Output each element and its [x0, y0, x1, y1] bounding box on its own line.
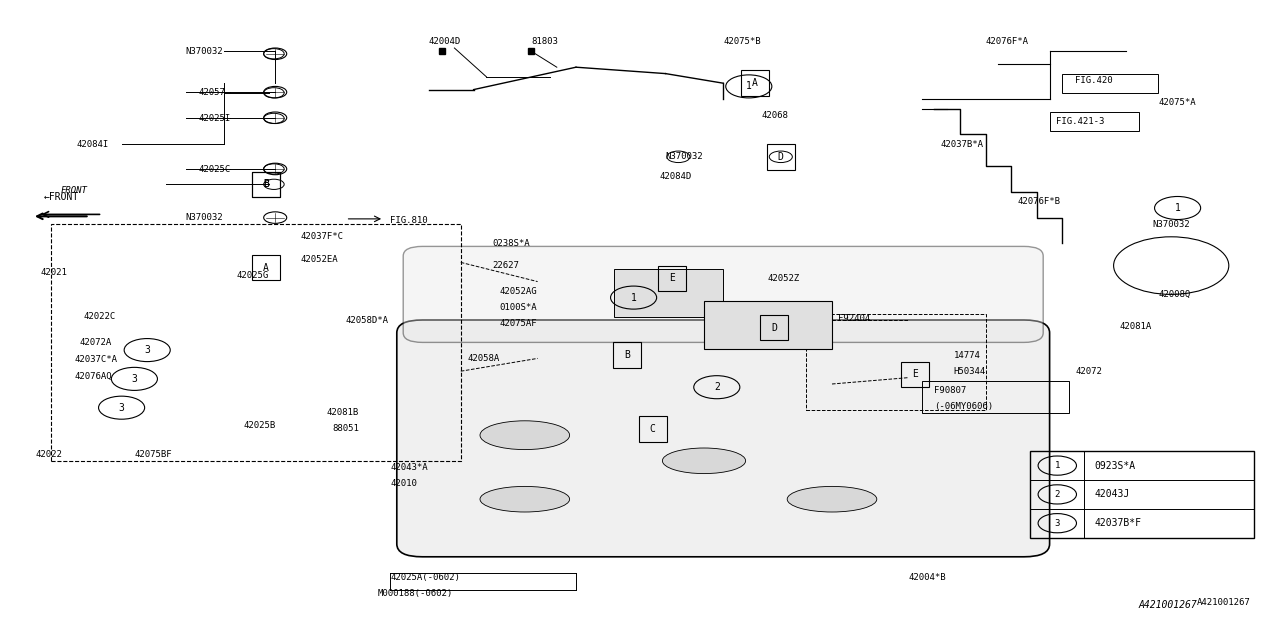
Text: 42068: 42068 [762, 111, 788, 120]
Text: 42076F*B: 42076F*B [1018, 197, 1061, 206]
Text: 42076AQ: 42076AQ [74, 372, 111, 381]
Text: 3: 3 [1055, 518, 1060, 528]
Text: 3: 3 [132, 374, 137, 384]
FancyBboxPatch shape [403, 246, 1043, 342]
Text: 3: 3 [145, 345, 150, 355]
Text: 14774: 14774 [954, 351, 980, 360]
Bar [1030, 451, 1254, 538]
Text: 42010: 42010 [390, 479, 417, 488]
Text: 88051: 88051 [333, 424, 360, 433]
Text: B: B [264, 179, 269, 189]
Ellipse shape [787, 486, 877, 512]
Text: D: D [772, 323, 777, 333]
Text: 42052AG: 42052AG [499, 287, 536, 296]
Text: 42025A(-0602): 42025A(-0602) [390, 573, 461, 582]
Text: 42075AF: 42075AF [499, 319, 536, 328]
Text: N370032: N370032 [666, 152, 703, 161]
Text: 42037B*F: 42037B*F [1094, 518, 1142, 528]
Text: N370032: N370032 [1152, 220, 1189, 228]
Text: 42084I: 42084I [77, 140, 109, 148]
Text: 42043J: 42043J [1094, 490, 1130, 499]
Text: 42084D: 42084D [659, 172, 691, 180]
Text: 42008Q: 42008Q [1158, 290, 1190, 299]
Text: E: E [669, 273, 675, 284]
Text: 42072A: 42072A [79, 338, 111, 347]
Ellipse shape [480, 421, 570, 450]
Text: 42025G: 42025G [237, 271, 269, 280]
Text: 42025C: 42025C [198, 165, 230, 174]
Text: 42075BF: 42075BF [134, 450, 172, 459]
Text: 42081B: 42081B [326, 408, 358, 417]
Text: 1: 1 [1175, 203, 1180, 213]
Text: 42037C*A: 42037C*A [74, 355, 118, 364]
Text: 42081A: 42081A [1120, 322, 1152, 331]
Text: B: B [625, 350, 630, 360]
Bar [1050, 112, 1139, 131]
Text: N370032: N370032 [186, 213, 223, 222]
Text: 81803: 81803 [531, 37, 558, 46]
Text: 42043*B: 42043*B [614, 306, 652, 315]
Text: 42037F*C: 42037F*C [301, 232, 344, 241]
Text: 0923S*A: 0923S*A [1094, 461, 1135, 470]
Text: 42022: 42022 [36, 450, 63, 459]
Text: ←FRONT: ←FRONT [44, 191, 79, 202]
Ellipse shape [663, 448, 745, 474]
Text: 0238S*A: 0238S*A [493, 239, 530, 248]
Text: FIG.810: FIG.810 [390, 216, 428, 225]
Text: N370032: N370032 [723, 317, 760, 326]
Text: 1: 1 [746, 81, 751, 92]
Text: 42021: 42021 [41, 268, 68, 276]
Text: 42022C: 42022C [83, 312, 115, 321]
Text: A: A [264, 262, 269, 273]
Text: 42057: 42057 [198, 88, 225, 97]
Text: H50344: H50344 [954, 367, 986, 376]
FancyBboxPatch shape [397, 320, 1050, 557]
Text: 42004*B: 42004*B [909, 573, 946, 582]
Text: F92404: F92404 [838, 314, 870, 323]
Text: (-06MY0606): (-06MY0606) [934, 402, 993, 411]
FancyBboxPatch shape [704, 301, 832, 349]
Text: 42043*A: 42043*A [390, 463, 428, 472]
Bar [1062, 74, 1158, 93]
Text: 22627: 22627 [493, 261, 520, 270]
Text: 42025I: 42025I [198, 114, 230, 123]
Text: FIG.420: FIG.420 [1075, 76, 1112, 84]
Text: 1: 1 [1055, 461, 1060, 470]
Text: 42052Z: 42052Z [768, 274, 800, 283]
Text: 42076F*A: 42076F*A [986, 37, 1029, 46]
Text: 2: 2 [1055, 490, 1060, 499]
Text: 1: 1 [631, 292, 636, 303]
Text: A421001267: A421001267 [1138, 600, 1197, 610]
Bar [922, 381, 1069, 413]
FancyBboxPatch shape [614, 269, 723, 317]
Text: 0100S*A: 0100S*A [499, 303, 536, 312]
Text: E: E [913, 369, 918, 380]
Text: C: C [650, 424, 655, 434]
Text: B: B [264, 179, 269, 189]
Text: 42037B*A: 42037B*A [941, 140, 984, 148]
Text: 42075*B: 42075*B [723, 37, 760, 46]
Text: 42072: 42072 [1075, 367, 1102, 376]
Text: 42025B: 42025B [243, 421, 275, 430]
Text: 3: 3 [119, 403, 124, 413]
Text: A421001267: A421001267 [1197, 598, 1251, 607]
Text: A: A [753, 78, 758, 88]
Text: FIG.421-3: FIG.421-3 [1056, 117, 1105, 126]
Text: F90807: F90807 [934, 386, 966, 395]
Text: D: D [778, 152, 783, 162]
Text: FRONT: FRONT [61, 186, 87, 195]
Text: N370032: N370032 [186, 47, 223, 56]
Text: 42052EA: 42052EA [301, 255, 338, 264]
Text: M000188(-0602): M000188(-0602) [378, 589, 453, 598]
Text: 42058A: 42058A [467, 354, 499, 363]
Text: 42058D*A: 42058D*A [346, 316, 389, 324]
Text: 42004D: 42004D [429, 37, 461, 46]
Ellipse shape [480, 486, 570, 512]
Text: 42075*A: 42075*A [1158, 98, 1196, 107]
Text: 2: 2 [714, 382, 719, 392]
